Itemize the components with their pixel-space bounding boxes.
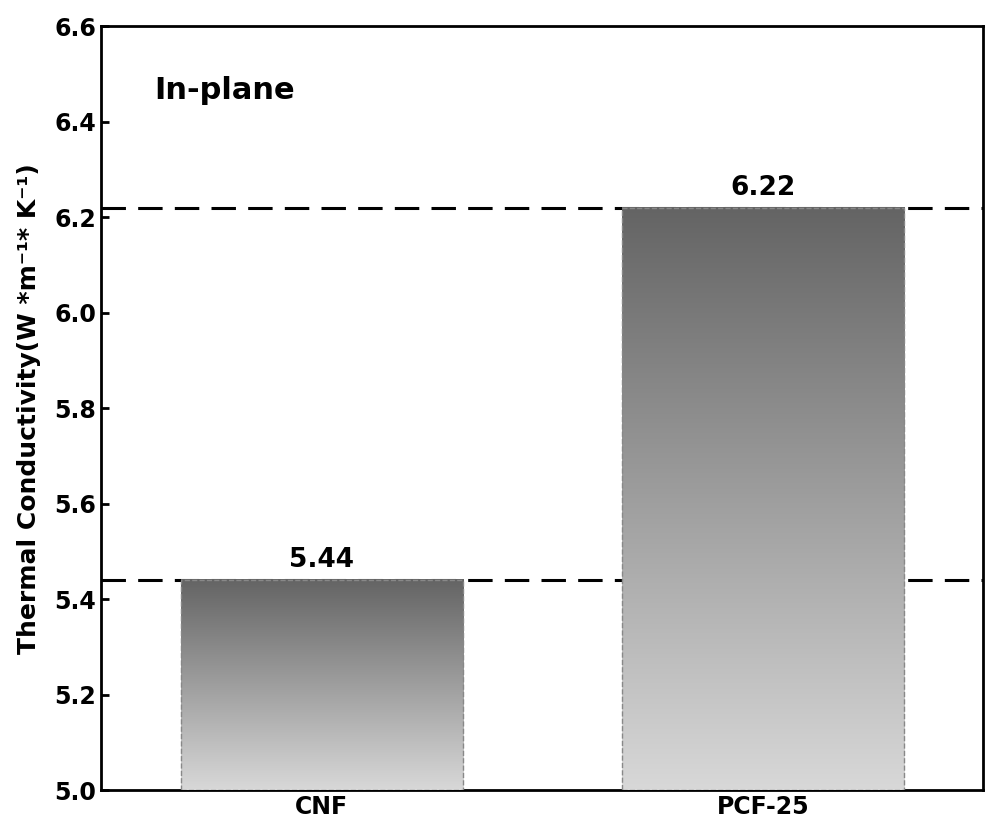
Text: In-plane: In-plane xyxy=(154,76,295,104)
Bar xyxy=(181,580,463,791)
Text: 5.44: 5.44 xyxy=(289,547,354,573)
Y-axis label: Thermal Conductivity(W *m⁻¹* K⁻¹): Thermal Conductivity(W *m⁻¹* K⁻¹) xyxy=(17,163,41,654)
Bar xyxy=(622,207,904,791)
Text: 6.22: 6.22 xyxy=(730,175,795,201)
